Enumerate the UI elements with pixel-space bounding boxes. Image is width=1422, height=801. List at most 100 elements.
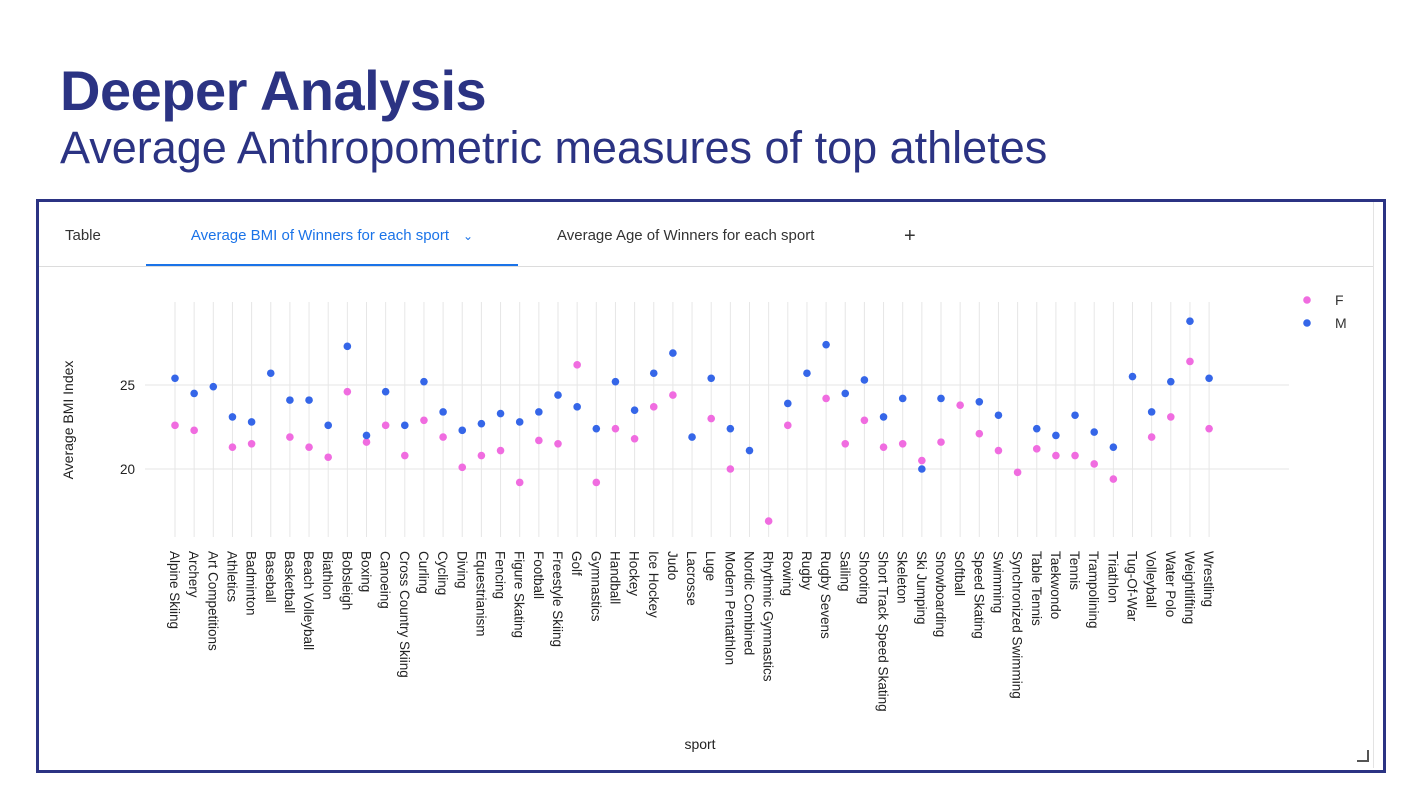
point-m xyxy=(458,426,467,435)
tab-average-age[interactable]: Average Age of Winners for each sport xyxy=(557,227,815,244)
x-tick-label: Athletics xyxy=(224,551,239,602)
point-m xyxy=(171,374,179,383)
point-m xyxy=(535,408,543,416)
x-tick-label: Figure Skating xyxy=(512,551,527,638)
x-tick-label: Cycling xyxy=(435,551,450,595)
point-f xyxy=(190,426,198,435)
x-axis-label: sport xyxy=(684,736,715,752)
point-m xyxy=(573,403,581,411)
x-tick-label: Water Polo xyxy=(1163,551,1178,617)
point-m xyxy=(611,377,620,386)
x-tick-label: Synchronized Swimming xyxy=(1010,551,1025,699)
point-f xyxy=(458,463,467,472)
y-axis-label: Average BMI Index xyxy=(60,361,76,480)
legend-marker-m xyxy=(1303,319,1311,327)
x-tick-label: Softball xyxy=(952,551,967,596)
point-m xyxy=(381,387,390,396)
point-m xyxy=(879,413,888,421)
point-m xyxy=(630,406,639,414)
point-m xyxy=(305,396,313,404)
x-tick-label: Archery xyxy=(186,551,201,598)
point-m xyxy=(975,398,984,406)
point-m xyxy=(1205,374,1213,383)
point-m xyxy=(247,418,256,426)
legend-marker-f xyxy=(1303,296,1311,304)
grid xyxy=(145,302,1289,537)
point-f xyxy=(1090,460,1098,468)
point-m xyxy=(898,394,907,403)
point-m xyxy=(803,369,811,378)
x-tick-label: Volleyball xyxy=(1144,551,1159,608)
point-f xyxy=(171,421,179,430)
x-tick-label: Trampolining xyxy=(1086,551,1101,629)
point-m xyxy=(420,377,428,386)
point-f xyxy=(975,429,984,438)
x-tick-label: Judo xyxy=(665,551,680,580)
point-f xyxy=(611,424,620,433)
point-f xyxy=(305,443,313,451)
x-tick-label: Short Track Speed Skating xyxy=(876,551,891,712)
tab-table[interactable]: Table xyxy=(65,227,101,244)
tab-average-bmi[interactable]: Average BMI of Winners for each sport ⌄ xyxy=(146,202,518,266)
tick-labels: 20 25 Alpine Skiing Archery Art Competitions… xyxy=(120,378,1216,712)
x-tick-label: Wrestling xyxy=(1201,551,1216,607)
point-m xyxy=(1090,428,1098,436)
y-tick-label: 20 xyxy=(120,462,135,477)
page-title: Deeper Analysis xyxy=(60,59,487,122)
point-f xyxy=(477,451,486,460)
x-tick-label: Curling xyxy=(416,551,431,594)
x-tick-label: Weightlifting xyxy=(1182,551,1197,624)
point-m xyxy=(726,424,735,433)
x-tick-label: Sailing xyxy=(837,551,852,592)
x-tick-label: Taekwondo xyxy=(1048,551,1063,619)
x-tick-label: Biathlon xyxy=(320,551,335,600)
x-tick-label: Football xyxy=(531,551,546,599)
x-tick-label: Cross Country Skiing xyxy=(397,551,412,678)
x-tick-label: Luge xyxy=(703,551,718,581)
x-tick-label: Art Competitions xyxy=(205,551,220,651)
x-tick-label: Golf xyxy=(569,551,584,576)
point-f xyxy=(1186,357,1194,366)
point-m xyxy=(841,389,850,398)
chevron-down-icon[interactable]: ⌄ xyxy=(463,229,474,243)
point-m xyxy=(745,446,754,455)
point-f xyxy=(860,416,869,425)
point-f xyxy=(649,403,658,411)
point-m xyxy=(822,340,830,349)
resize-handle-icon[interactable] xyxy=(1357,750,1369,762)
point-m xyxy=(477,419,486,428)
point-m xyxy=(1186,317,1194,325)
point-m xyxy=(1109,443,1118,451)
point-m xyxy=(860,376,869,384)
point-m xyxy=(707,374,715,383)
point-f xyxy=(286,433,294,441)
x-tick-label: Boxing xyxy=(359,551,374,592)
x-tick-label: Rugby Sevens xyxy=(818,551,833,639)
x-tick-label: Fencing xyxy=(493,551,508,599)
add-tab-button[interactable]: + xyxy=(904,225,916,247)
x-tick-label: Alpine Skiing xyxy=(167,551,182,629)
x-tick-label: Triathlon xyxy=(1105,551,1120,603)
x-tick-label: Basketball xyxy=(282,551,297,613)
point-m xyxy=(228,413,237,421)
point-m xyxy=(190,389,198,398)
legend-label-m: M xyxy=(1335,315,1347,331)
point-f xyxy=(554,440,562,448)
x-tick-label: Baseball xyxy=(263,551,278,603)
x-tick-label: Handball xyxy=(607,551,622,604)
tab-average-bmi-label: Average BMI of Winners for each sport xyxy=(190,227,450,244)
x-tick-label: Equestrianism xyxy=(473,551,488,637)
point-f xyxy=(879,443,888,451)
data-points xyxy=(171,317,1213,525)
x-tick-label: Hockey xyxy=(627,551,642,596)
chart-panel: Table Average BMI of Winners for each sp… xyxy=(36,199,1386,773)
point-m xyxy=(937,394,945,403)
point-m xyxy=(669,349,677,357)
x-tick-label: Shooting xyxy=(856,551,871,604)
point-f xyxy=(764,517,773,525)
point-m xyxy=(1128,372,1137,381)
point-f xyxy=(247,440,256,448)
point-f xyxy=(401,451,409,460)
panel-divider xyxy=(1373,202,1374,768)
point-f xyxy=(1147,433,1156,441)
